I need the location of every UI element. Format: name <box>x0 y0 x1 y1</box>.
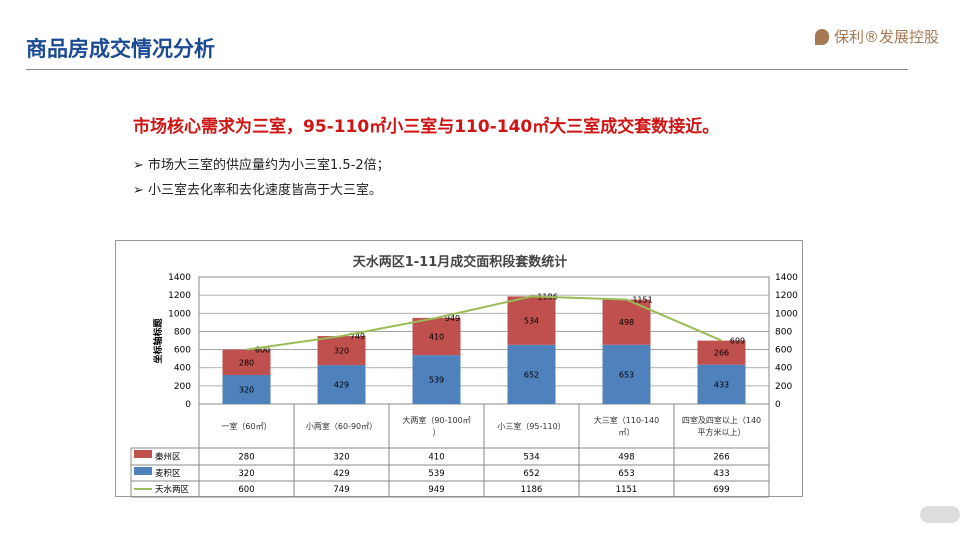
table-cell: 280 <box>238 453 254 463</box>
legend-label: 天水两区 <box>155 484 190 495</box>
y-tick-label: 1000 <box>168 309 191 319</box>
data-label: 266 <box>714 349 729 358</box>
line-data-label: 749 <box>350 332 365 341</box>
table-cell: 749 <box>333 485 349 495</box>
company-logo: 保利®发展控股 <box>815 26 939 47</box>
table-cell: 699 <box>713 485 729 495</box>
legend-label: 秦州区 <box>155 452 181 463</box>
y-tick-label: 0 <box>185 400 191 410</box>
table-cell: 534 <box>523 453 539 463</box>
data-label: 429 <box>334 381 349 390</box>
table-cell: 949 <box>428 485 444 495</box>
y2-tick-label: 0 <box>775 400 781 410</box>
y2-tick-label: 1200 <box>775 291 798 301</box>
category-label: ㎡） <box>619 428 635 437</box>
line-data-label: 949 <box>445 314 460 323</box>
y-tick-label: 1400 <box>168 273 191 283</box>
y-tick-label: 400 <box>174 364 191 374</box>
y2-tick-label: 1400 <box>775 273 798 283</box>
plot-area <box>198 276 770 405</box>
table-cell: 320 <box>333 453 349 463</box>
bar-maiji <box>317 365 366 404</box>
table-cell: 600 <box>238 485 254 495</box>
table-cell: 652 <box>523 469 539 479</box>
bar-qinzhou <box>317 336 366 366</box>
bullet-1: ➢ 市场大三室的供应量约为小三室1.5-2倍； <box>133 158 390 173</box>
y-tick-label: 800 <box>174 327 191 337</box>
logo-icon <box>815 28 829 45</box>
table-cell: 410 <box>428 453 444 463</box>
bar-maiji <box>602 344 651 404</box>
y-tick-label: 1200 <box>168 291 191 301</box>
page-title: 商品房成交情况分析 <box>26 37 215 61</box>
bar-maiji <box>222 374 271 404</box>
category-label: 四室及四室以上（140 <box>682 415 761 425</box>
data-label: 539 <box>429 376 444 385</box>
title-divider <box>26 69 908 70</box>
data-label: 320 <box>239 385 254 394</box>
legend-swatch <box>134 467 152 475</box>
y2-tick-label: 400 <box>775 364 792 374</box>
data-label: 320 <box>334 347 349 356</box>
data-label: 652 <box>524 370 539 379</box>
legend-label: 麦积区 <box>155 468 181 479</box>
bar-maiji <box>412 355 461 404</box>
data-label: 280 <box>239 358 254 367</box>
y-axis-label: 坐标轴标题 <box>152 318 164 364</box>
bar-maiji <box>697 364 746 404</box>
y-tick-label: 200 <box>174 382 191 392</box>
line-data-label: 600 <box>255 346 270 355</box>
page-indicator[interactable] <box>920 506 960 523</box>
data-label: 653 <box>619 370 634 379</box>
y2-tick-label: 800 <box>775 327 792 337</box>
y-tick-label: 600 <box>174 346 191 356</box>
y2-tick-label: 600 <box>775 346 792 356</box>
category-label: 小三室（95-110） <box>497 421 565 431</box>
chart-title: 天水两区1-11月成交面积段套数统计 <box>353 254 568 270</box>
y2-tick-label: 1000 <box>775 309 798 319</box>
category-label: ） <box>433 428 441 437</box>
bar-qinzhou <box>507 296 556 345</box>
table-cell: 653 <box>618 469 634 479</box>
table-cell: 320 <box>238 469 254 479</box>
category-label: 小两室（60-90㎡） <box>306 421 377 431</box>
data-label: 498 <box>619 318 634 327</box>
bullet-2: ➢ 小三室去化率和去化速度皆高于大三室。 <box>133 183 383 198</box>
headline: 市场核心需求为三室，95-110㎡小三室与110-140㎡大三室成交套数接近。 <box>133 117 720 137</box>
data-label: 534 <box>524 317 539 326</box>
table-cell: 266 <box>713 453 729 463</box>
y2-tick-label: 200 <box>775 382 792 392</box>
table-cell: 429 <box>333 469 349 479</box>
data-label: 410 <box>429 333 444 342</box>
table-cell: 433 <box>713 469 729 479</box>
bar-qinzhou <box>222 349 271 375</box>
bar-qinzhou <box>697 340 746 365</box>
table-cell: 498 <box>618 453 634 463</box>
table-cell: 539 <box>428 469 444 479</box>
legend-swatch <box>134 450 152 458</box>
bar-qinzhou <box>412 317 461 356</box>
category-label: 平方米以上） <box>698 427 746 437</box>
category-label: 一室（60㎡） <box>221 421 271 431</box>
logo-text: 保利®发展控股 <box>834 28 940 46</box>
chart: 天水两区1-11月成交面积段套数统计坐标轴标题 0 0 200 200 400 400 600… <box>115 240 803 498</box>
table-cell: 1186 <box>521 485 543 495</box>
data-label: 433 <box>714 380 729 389</box>
category-label: 大三室（110-140 <box>594 415 659 425</box>
line-data-label: 699 <box>730 337 745 346</box>
category-label: 大两室（90-100㎡ <box>402 415 470 425</box>
line-tianshui <box>246 295 722 351</box>
line-data-label: 1151 <box>632 296 652 305</box>
bar-maiji <box>507 344 556 404</box>
table-cell: 1151 <box>616 485 638 495</box>
